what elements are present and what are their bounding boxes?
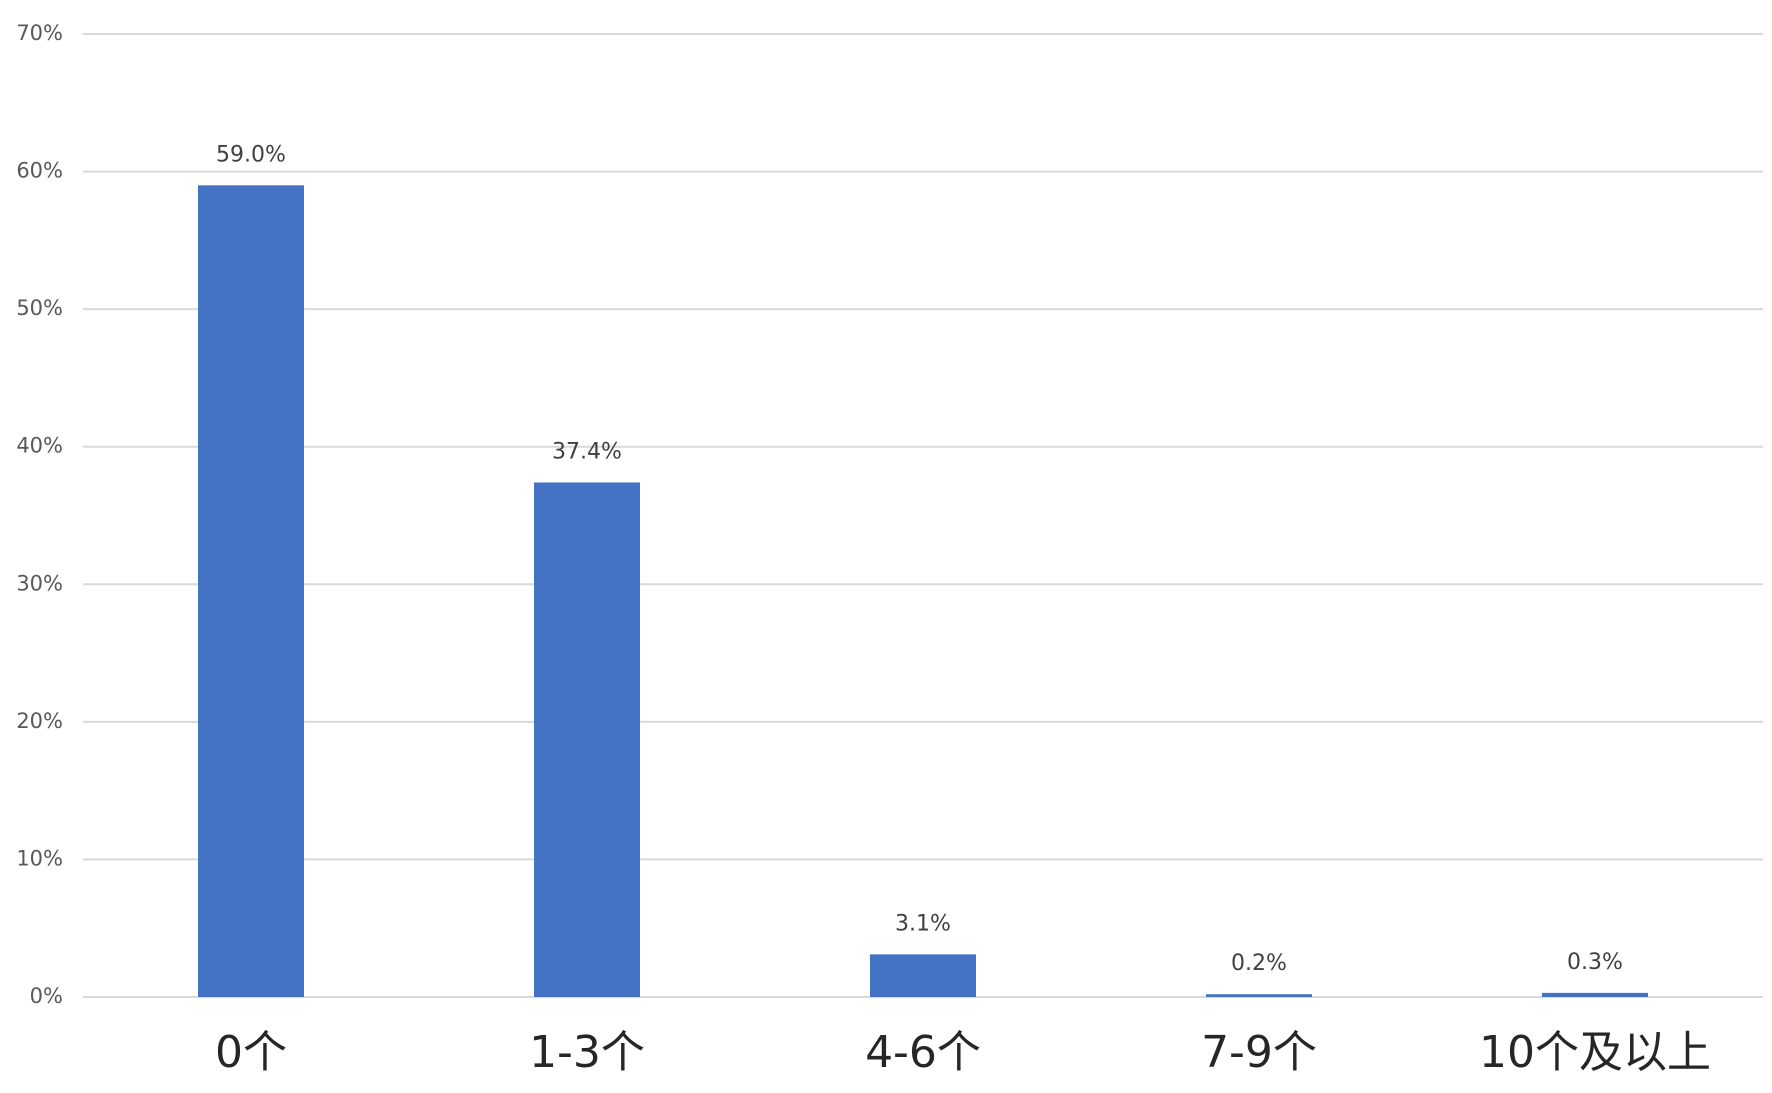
data-label: 59.0% [216, 142, 286, 167]
x-tick-label: 10个及以上 [1479, 1027, 1711, 1078]
bar [1206, 994, 1312, 997]
bar [534, 482, 640, 997]
y-tick-label: 50% [16, 296, 63, 320]
y-tick-label: 40% [16, 434, 63, 458]
y-tick-label: 70% [16, 21, 63, 45]
bar [1542, 992, 1648, 997]
y-tick-label: 0% [30, 984, 63, 1008]
data-label: 0.3% [1567, 950, 1623, 975]
x-tick-label: 4-6个 [865, 1027, 981, 1078]
data-label: 37.4% [552, 439, 622, 464]
data-label: 3.1% [895, 911, 951, 936]
bar [198, 185, 304, 998]
y-tick-label: 20% [16, 709, 63, 733]
x-tick-label: 0个 [215, 1027, 287, 1078]
y-tick-label: 60% [16, 159, 63, 183]
bar [870, 954, 976, 997]
x-tick-label: 1-3个 [529, 1027, 645, 1078]
x-tick-label: 7-9个 [1201, 1027, 1317, 1078]
data-label: 0.2% [1231, 951, 1287, 976]
y-tick-label: 10% [16, 846, 63, 870]
y-tick-label: 30% [16, 571, 63, 595]
